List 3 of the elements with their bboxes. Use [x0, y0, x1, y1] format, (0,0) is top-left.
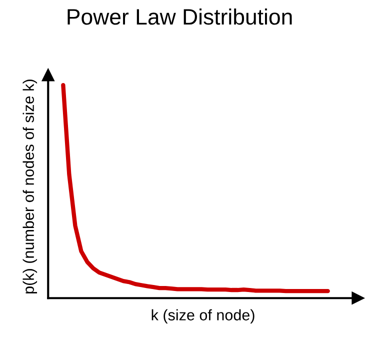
chart-title: Power Law Distribution: [68, 8, 292, 25]
x-axis-title: k (size of node): [152, 309, 254, 324]
y-axis-title: p(k) (number of nodes of size k): [22, 80, 38, 294]
